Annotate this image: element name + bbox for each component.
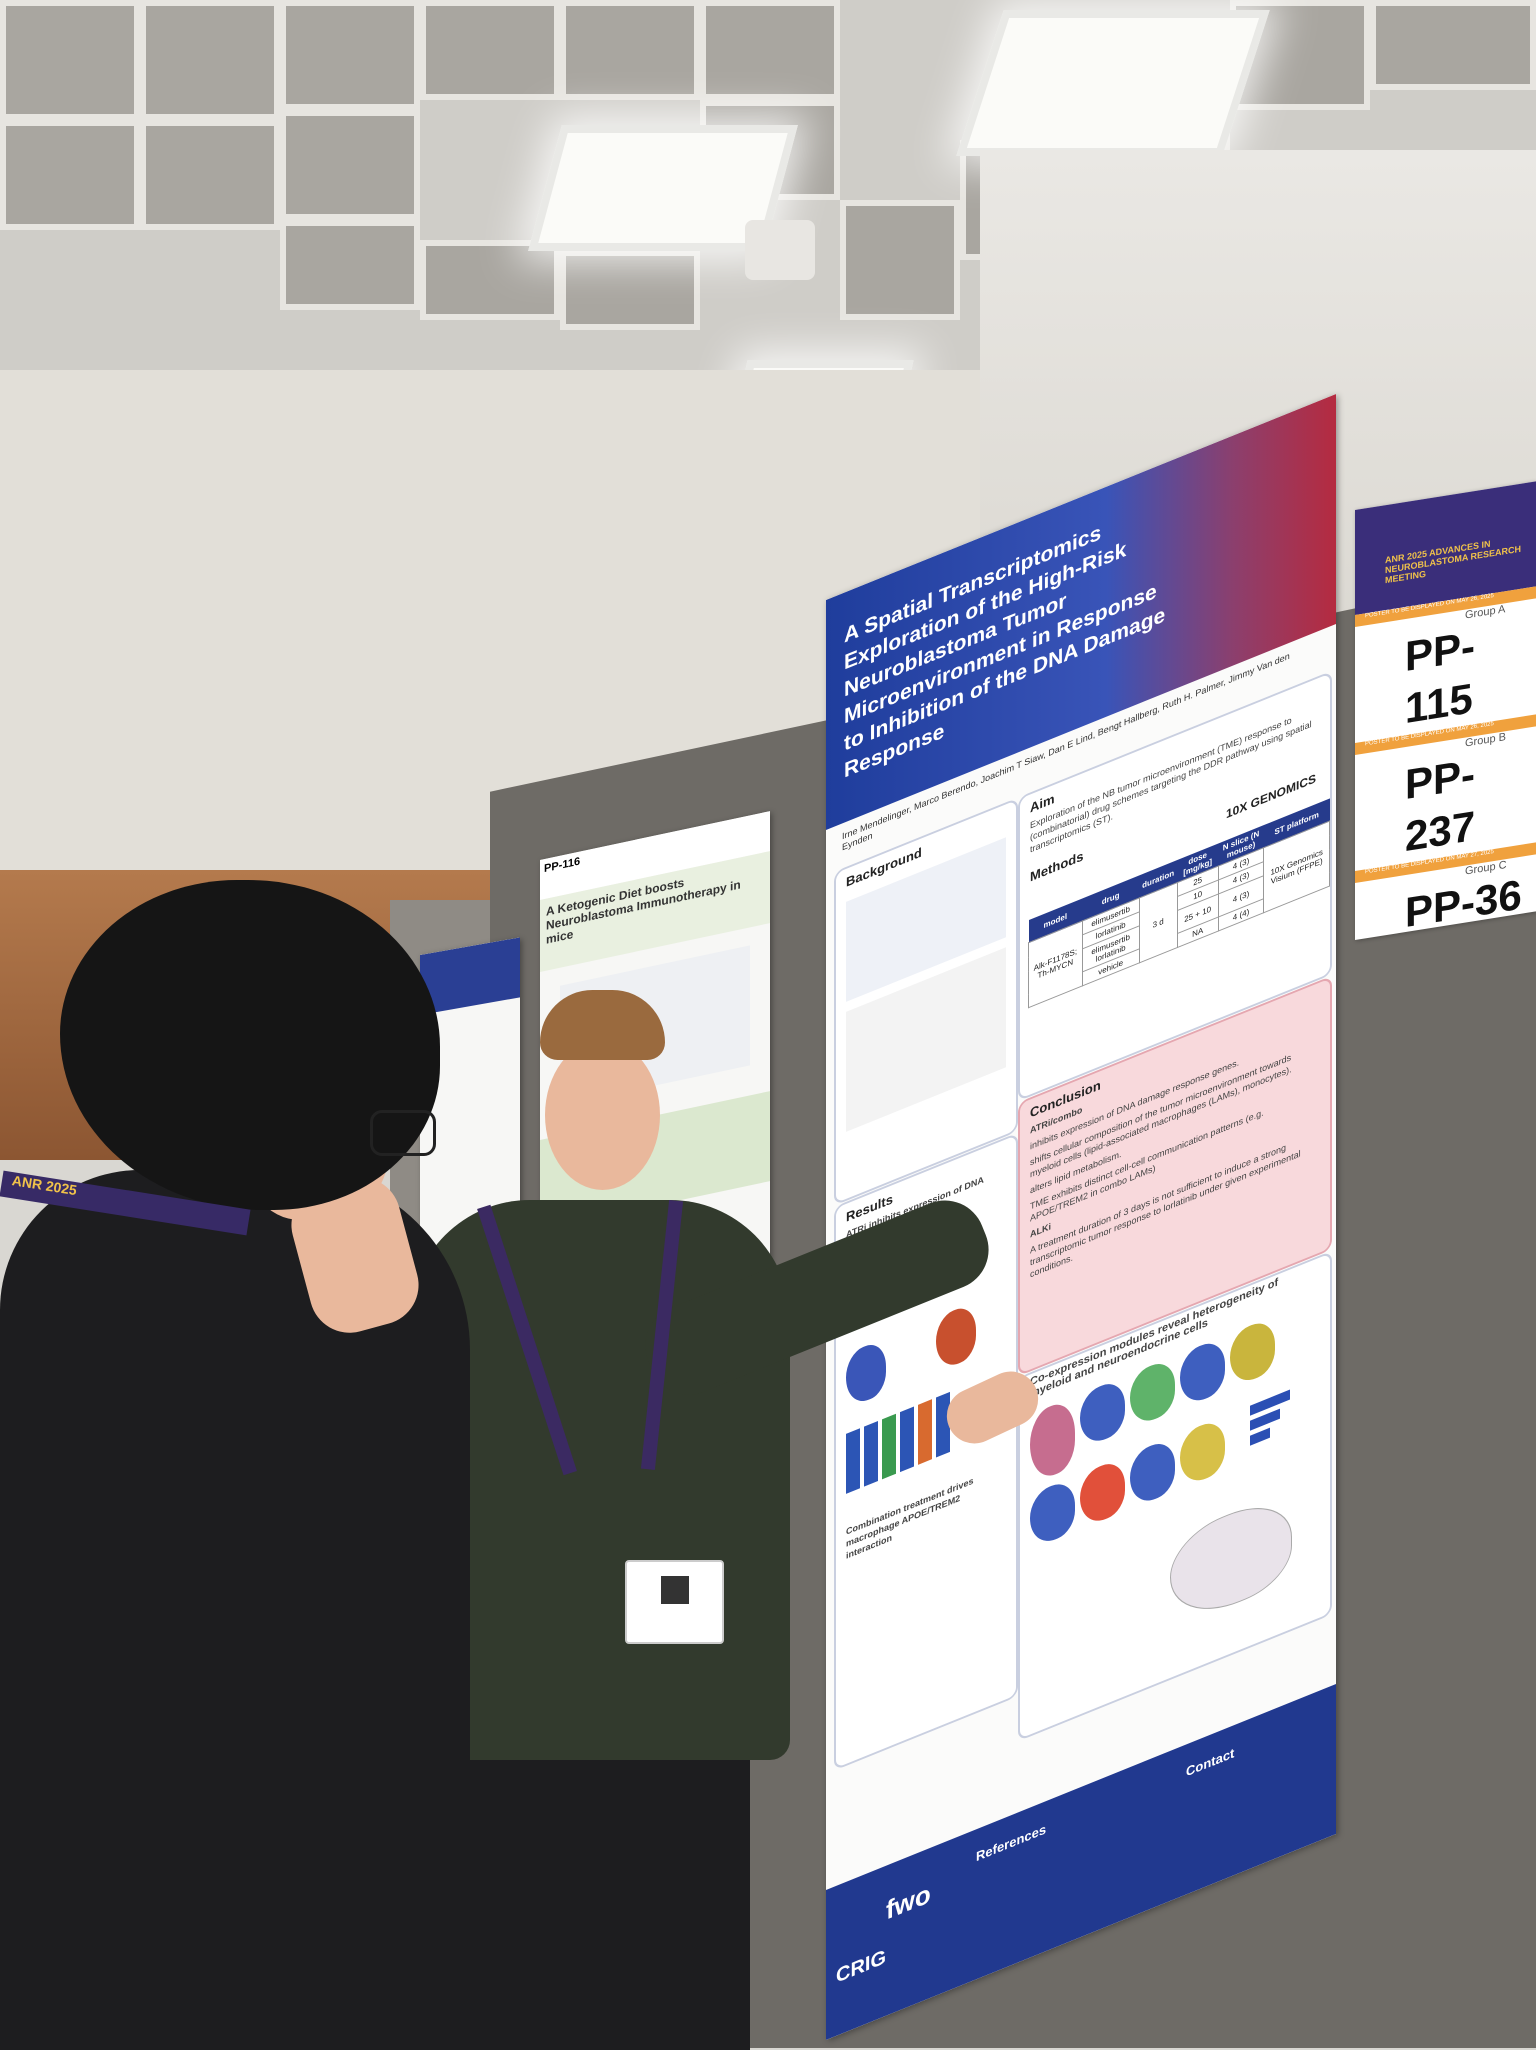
composition-bar — [882, 1413, 896, 1480]
histology-image — [1030, 1396, 1075, 1485]
contact-heading: Contact — [1186, 1744, 1235, 1780]
composition-bar — [900, 1406, 914, 1473]
ceiling-coffer — [700, 0, 840, 100]
table-cell-duration: 3 d — [1139, 882, 1178, 963]
ceiling-coffer — [0, 120, 140, 230]
glasses-icon — [370, 1110, 436, 1156]
tissue-map — [1130, 1435, 1175, 1510]
cell-interaction-network — [1170, 1488, 1292, 1631]
ceiling-coffer — [420, 240, 560, 320]
tissue-map — [1030, 1476, 1075, 1550]
tissue-map — [1080, 1456, 1125, 1530]
composition-bar — [864, 1420, 878, 1487]
ceiling-coffer — [560, 0, 700, 100]
crig-logo: CRIG — [836, 1945, 886, 1988]
composition-bar — [918, 1399, 932, 1465]
tissue-map — [1180, 1415, 1225, 1489]
presenter-hair — [540, 990, 665, 1060]
ceiling-light — [956, 10, 1270, 156]
tissue-map — [1180, 1335, 1225, 1409]
enrichment-bar — [1250, 1427, 1270, 1446]
tissue-map — [1080, 1376, 1125, 1450]
poster-number-sign: ANR 2025 ADVANCES IN NEUROBLASTOMA RESEA… — [1355, 481, 1536, 940]
qr-code-icon — [660, 1576, 689, 1604]
presenter-trousers — [450, 1760, 750, 2050]
combo-heading: Combination treatment drives macrophage … — [846, 1475, 974, 1561]
references-heading: References — [976, 1821, 1047, 1865]
ceiling-speaker — [745, 220, 815, 280]
fwo-logo: fwo — [886, 1877, 931, 1926]
presenter — [400, 990, 1048, 2050]
ceiling-coffer — [420, 0, 560, 100]
presenter-badge — [625, 1560, 724, 1644]
ceiling-coffer — [280, 0, 420, 110]
ceiling-coffer — [0, 0, 140, 120]
tissue-map — [846, 1337, 886, 1409]
ceiling-coffer — [140, 120, 280, 230]
ceiling-coffer — [840, 200, 960, 320]
viewer: ANR 2025 — [0, 880, 470, 2050]
presenter-face — [545, 1040, 660, 1190]
tissue-map — [936, 1301, 976, 1373]
ceiling-coffer — [280, 110, 420, 220]
ceiling-coffer — [280, 220, 420, 310]
tissue-map — [1230, 1315, 1275, 1389]
viewer-head — [60, 880, 440, 1210]
tissue-map — [1130, 1355, 1175, 1430]
ceiling-coffer — [140, 0, 280, 120]
composition-bar — [846, 1428, 860, 1494]
ceiling-coffer — [560, 250, 700, 330]
ceiling-coffer — [1370, 0, 1536, 90]
